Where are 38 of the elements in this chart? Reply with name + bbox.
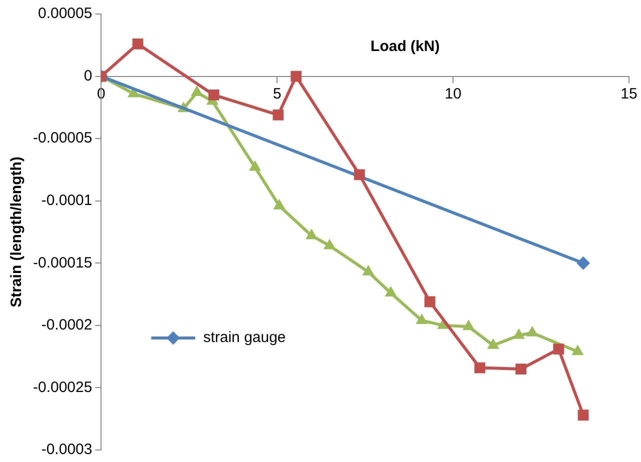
y-tick-label: -0.00015: [33, 254, 92, 272]
y-axis-title: Strain (length/length): [8, 156, 26, 308]
point: [576, 256, 590, 270]
point: [324, 239, 336, 250]
legend-label: strain gauge: [203, 329, 286, 346]
x-tick-label: 5: [272, 85, 282, 102]
y-tick-label: 0.00005: [38, 5, 92, 22]
y-tick-label: -0.00025: [33, 378, 92, 396]
point: [462, 320, 474, 330]
y-tick-label: -0.00005: [33, 130, 92, 147]
point: [513, 328, 525, 339]
y-tick-label: -0.0003: [41, 441, 92, 458]
point: [191, 86, 203, 96]
point: [487, 338, 499, 349]
point: [306, 229, 318, 240]
x-tick-label: 10: [444, 85, 462, 102]
point: [208, 90, 220, 100]
y-tick-label: -0.0001: [41, 192, 92, 209]
point: [362, 265, 374, 276]
point: [272, 109, 284, 120]
point: [385, 286, 396, 297]
point: [354, 169, 365, 180]
point: [132, 38, 144, 50]
point: [249, 160, 261, 171]
point: [526, 326, 538, 336]
point: [553, 344, 564, 355]
point: [274, 199, 285, 210]
y-tick-label: -0.0002: [41, 316, 92, 334]
point: [578, 410, 589, 421]
x-axis-title: Load (kN): [370, 38, 440, 55]
point: [424, 296, 436, 308]
point: [572, 345, 584, 356]
point: [474, 362, 486, 374]
point: [290, 70, 302, 82]
y-tick-label: 0: [84, 67, 92, 84]
point: [516, 364, 526, 374]
x-tick-label: 15: [620, 85, 638, 102]
point: [416, 314, 428, 324]
